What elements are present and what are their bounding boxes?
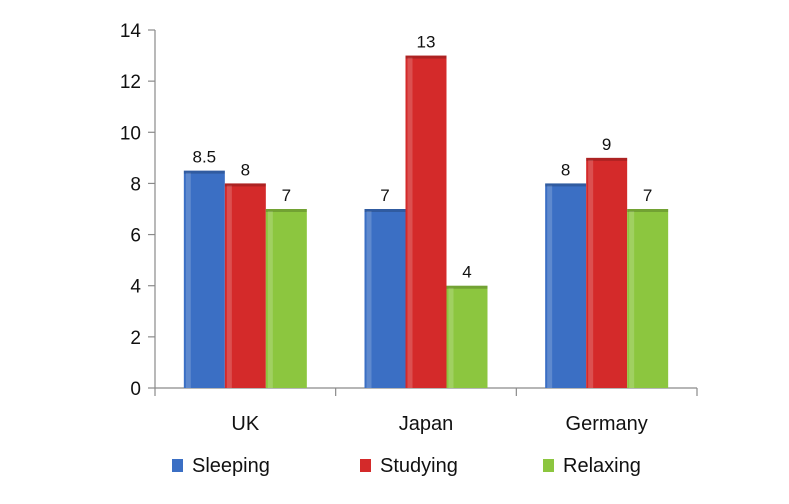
bar-top-cap	[446, 285, 488, 289]
bar-highlight	[366, 211, 372, 388]
data-label: 13	[417, 33, 436, 52]
y-tick-label: 12	[120, 72, 141, 93]
bar-top-cap	[183, 170, 225, 174]
bar-top-cap	[405, 55, 447, 59]
bar-studying-japan	[405, 55, 447, 388]
bar-relaxing-uk	[265, 209, 307, 388]
data-label: 7	[380, 186, 389, 205]
bar-highlight	[407, 57, 413, 388]
bar-studying-germany	[586, 157, 628, 388]
y-tick-label: 8	[130, 174, 141, 195]
x-axis: UK Japan Germany	[154, 387, 698, 435]
data-label: 8.5	[193, 148, 217, 167]
bar-highlight	[448, 287, 454, 388]
y-tick-label: 6	[130, 226, 141, 247]
bar-sleeping-uk	[183, 170, 225, 388]
legend-swatch-studying	[360, 459, 371, 472]
legend: Sleeping Studying Relaxing	[172, 455, 641, 477]
bar-top-cap	[224, 183, 266, 187]
bar-relaxing-germany	[627, 209, 669, 388]
data-label: 4	[462, 263, 471, 282]
legend-label-sleeping: Sleeping	[192, 455, 270, 477]
bar-top-cap	[265, 209, 307, 212]
bar-highlight	[267, 211, 273, 388]
y-tick-label: 0	[130, 379, 141, 400]
y-tick-label: 10	[120, 123, 141, 144]
bar-top-cap	[545, 183, 587, 187]
legend-swatch-sleeping	[172, 459, 183, 472]
legend-swatch-relaxing	[543, 459, 554, 472]
bar-relaxing-japan	[446, 285, 488, 388]
data-labels: 8.5 8 7 7 13 4 8 9 7	[193, 33, 653, 282]
data-label: 7	[643, 186, 652, 205]
bar-top-cap	[586, 157, 628, 161]
x-tick-label: UK	[231, 413, 259, 435]
y-tick-label: 14	[120, 21, 142, 42]
legend-label-studying: Studying	[380, 455, 458, 477]
y-axis: 0 2 4 6 8 10 12 14	[120, 21, 156, 400]
bar-highlight	[629, 211, 635, 388]
bar-highlight	[588, 159, 594, 388]
legend-label-relaxing: Relaxing	[563, 455, 641, 477]
bar-top-cap	[364, 209, 406, 212]
y-tick-label: 2	[130, 328, 141, 349]
bar-highlight	[547, 185, 553, 388]
bar-top-cap	[627, 209, 669, 212]
bar-studying-uk	[224, 183, 266, 388]
bar-highlight	[226, 185, 232, 388]
x-tick-label: Germany	[566, 413, 648, 435]
data-label: 8	[241, 160, 250, 179]
bar-sleeping-japan	[364, 209, 406, 388]
data-label: 8	[561, 160, 570, 179]
y-tick-label: 4	[130, 277, 141, 298]
bar-highlight	[185, 172, 191, 388]
bars	[183, 55, 669, 388]
x-tick-label: Japan	[399, 413, 454, 435]
bar-sleeping-germany	[545, 183, 587, 388]
data-label: 7	[282, 186, 291, 205]
data-label: 9	[602, 135, 611, 154]
